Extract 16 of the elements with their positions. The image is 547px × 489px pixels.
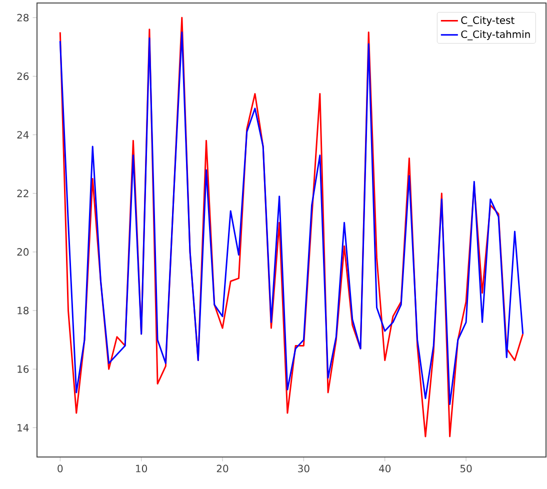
x-tick-label: 30 [298,464,310,472]
x-tick-label: 20 [216,464,228,472]
y-tick-label: 16 [18,365,29,373]
x-tick-label: 10 [136,464,148,472]
legend-label: C_City-tahmin [461,30,530,40]
x-tick-label: 50 [460,464,472,472]
y-tick-label: 24 [17,131,29,138]
x-tick-label: 40 [379,464,391,472]
y-tick-label: 22 [17,190,28,198]
y-tick-label: 28 [17,14,29,22]
y-tick-label: 26 [17,72,29,80]
y-tick-label: 20 [17,248,29,256]
legend-label: C_City-test [461,16,514,26]
y-tick-label: 18 [18,306,29,314]
y-tick-label: 14 [18,424,29,432]
x-tick-label: 0 [58,464,63,472]
